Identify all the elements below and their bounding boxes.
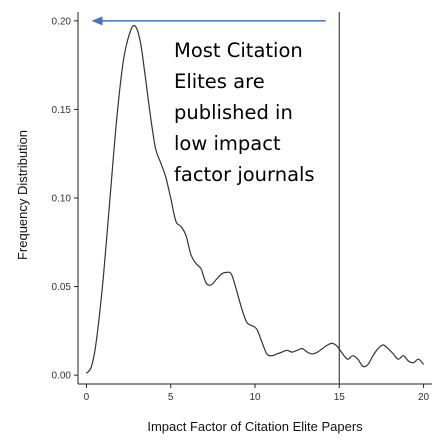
annotation-line: Most Citation	[174, 39, 303, 62]
y-axis-title: Frequency Distribution	[15, 130, 30, 260]
annotation-line: low impact	[174, 132, 281, 155]
annotation-line: factor journals	[174, 163, 315, 186]
x-tick-label: 0	[84, 392, 90, 403]
y-tick-label: 0.15	[52, 105, 72, 116]
axes	[77, 12, 432, 385]
x-tick-label: 15	[334, 392, 346, 403]
left-arrow	[91, 16, 326, 26]
y-ticks: 0.00 0.05 0.10 0.15 0.20	[52, 16, 78, 382]
x-ticks: 0 5 10 15 20	[84, 384, 430, 403]
y-tick-label: 0.05	[52, 282, 72, 293]
y-tick-label: 0.20	[52, 16, 72, 27]
annotation-line: Elites are	[174, 70, 265, 93]
annotation-line: published in	[174, 101, 293, 124]
x-axis-title: Impact Factor of Citation Elite Papers	[147, 419, 363, 434]
y-tick-label: 0.00	[52, 371, 72, 382]
y-tick-label: 0.10	[52, 194, 72, 205]
density-line	[85, 24, 425, 374]
annotation-text: Most Citation Elites are published in low i…	[174, 39, 315, 186]
x-tick-label: 10	[249, 392, 261, 403]
arrow-head	[91, 16, 103, 26]
x-tick-label: 20	[418, 392, 430, 403]
x-tick-label: 5	[168, 392, 174, 403]
